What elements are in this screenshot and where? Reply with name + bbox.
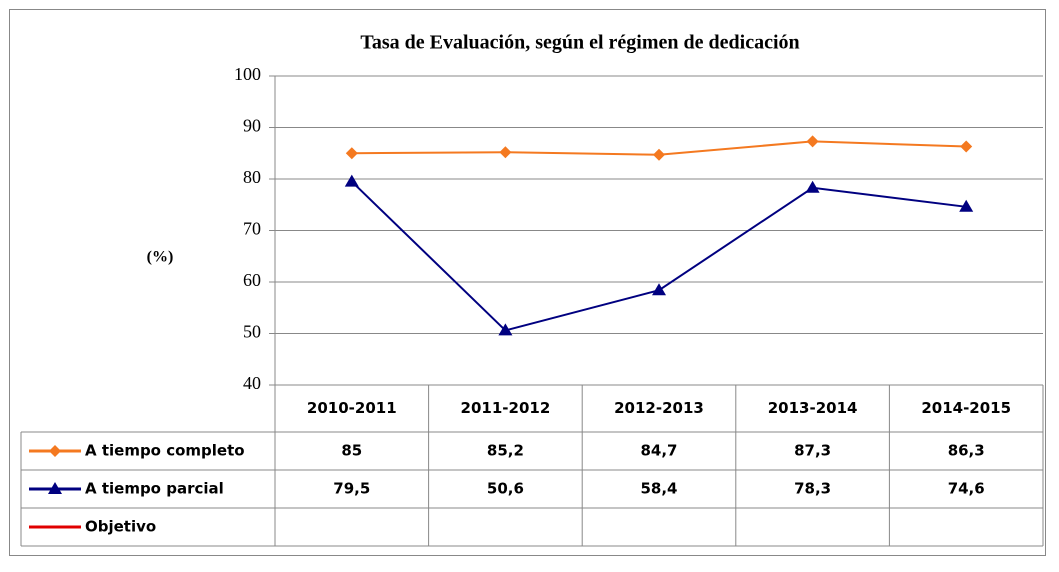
marker [48, 482, 62, 494]
y-axis-label: (%) [147, 249, 174, 266]
marker [499, 146, 512, 159]
legend-label: Objetivo [85, 518, 156, 536]
marker [806, 135, 819, 148]
y-tick-label: 90 [243, 116, 261, 136]
marker [345, 147, 358, 160]
marker [960, 140, 973, 153]
x-tick-label: 2014-2015 [921, 399, 1011, 417]
marker [498, 323, 513, 336]
chart-title: Tasa de Evaluación, según el régimen de … [360, 32, 799, 54]
y-tick-label: 80 [243, 167, 261, 187]
x-tick-label: 2013-2014 [768, 399, 858, 417]
legend-label: A tiempo parcial [85, 480, 224, 498]
table-value: 84,7 [640, 442, 677, 460]
x-tick-label: 2010-2011 [307, 399, 397, 417]
y-tick-label: 40 [243, 373, 261, 393]
table-value: 79,5 [333, 480, 370, 498]
legend-label: A tiempo completo [85, 442, 245, 460]
x-tick-label: 2012-2013 [614, 399, 704, 417]
y-tick-label: 70 [243, 219, 261, 239]
marker [653, 148, 665, 161]
table-value: 50,6 [487, 480, 524, 498]
table-value: 86,3 [948, 442, 985, 460]
y-tick-label: 100 [234, 64, 261, 84]
table-value: 74,6 [948, 480, 985, 498]
x-tick-label: 2011-2012 [461, 399, 551, 417]
table-value: 58,4 [640, 480, 677, 498]
table-value: 87,3 [794, 442, 831, 460]
marker [49, 445, 61, 457]
y-tick-label: 60 [243, 270, 261, 290]
table-value: 78,3 [794, 480, 831, 498]
marker [959, 199, 974, 212]
marker [805, 180, 820, 193]
y-tick-label: 50 [243, 322, 261, 342]
table-value: 85,2 [487, 442, 524, 460]
marker [344, 174, 359, 187]
marker [652, 283, 666, 296]
table-value: 85 [341, 442, 362, 460]
